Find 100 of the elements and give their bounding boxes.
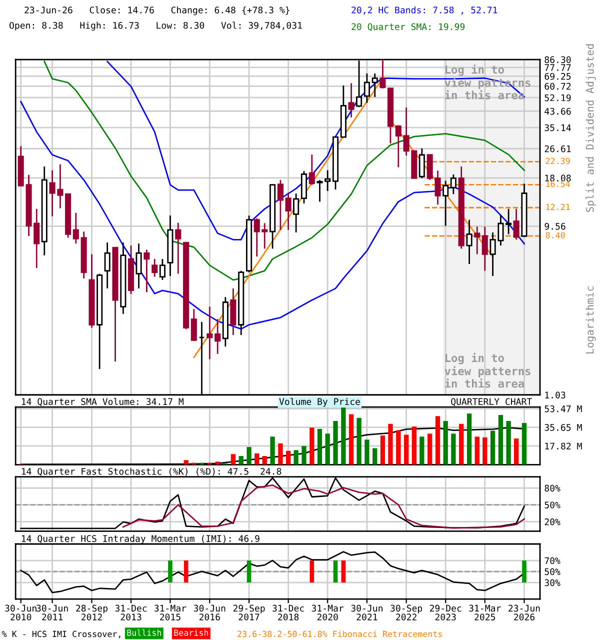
candlestick: [418, 148, 425, 179]
bar: [215, 462, 220, 465]
bar: [184, 460, 188, 465]
y-tick-label: 9.56: [544, 222, 566, 230]
y-tick-label: 80%: [544, 484, 560, 492]
line-series: [20, 551, 525, 594]
bar: [317, 428, 322, 465]
y-tick-label: 53.47 M: [544, 405, 582, 412]
candlestick: [450, 174, 456, 195]
bar: [396, 430, 401, 465]
chart-subtitle: Open: 8.38 High: 16.73 Low: 8.30 Vol: 39,784,031: [10, 22, 302, 31]
text: 23.6-38.2-50-61.8% Fibonacci Retracements: [238, 630, 442, 638]
bar: [372, 448, 378, 465]
candlestick: [214, 318, 221, 355]
x-tick-label: 31-Mar 2020: [312, 604, 344, 620]
bar: [522, 422, 527, 465]
candlestick: [513, 208, 520, 240]
candlestick: [206, 306, 213, 360]
candlestick: [372, 72, 378, 98]
candlestick: [285, 192, 292, 231]
bar: [443, 420, 448, 465]
y-tick-label: 69.25: [544, 72, 571, 80]
x-tick-label: 31-Dec 2013: [115, 604, 147, 620]
bar: [364, 440, 370, 465]
x-tick-label: 30-Jun 2010: [5, 604, 36, 620]
bar: [302, 446, 306, 465]
bar: [254, 453, 260, 465]
y-tick-label: 30%: [544, 579, 560, 586]
text: QUARTERLY CHART: [451, 398, 532, 406]
y-tick-label: 86.30: [544, 56, 571, 64]
bar: [466, 414, 472, 465]
bar: [341, 408, 346, 465]
text: Bullish: [127, 629, 161, 636]
bar: [514, 438, 519, 465]
candlestick: [395, 124, 402, 168]
chart-title: 14 Quarter HCS Intraday Momentum (IMI): 46.9: [22, 534, 260, 544]
ref-line-label: 16.54: [546, 180, 570, 188]
bar: [333, 420, 338, 465]
candlestick: [308, 154, 315, 186]
x-tick-label: 29-Dec 2023: [430, 604, 462, 620]
bar: [286, 450, 291, 465]
candlestick: [442, 180, 449, 227]
bar: [356, 418, 362, 465]
x-tick-label: 29-Sep 2017: [233, 604, 265, 620]
candlestick: [348, 82, 354, 118]
candlestick: [190, 308, 197, 342]
candlestick: [293, 192, 300, 234]
legend-title: % K - HCS IMI Crossover,: [2, 630, 120, 638]
bar: [420, 436, 424, 465]
bar: [451, 434, 456, 465]
candlestick: [152, 258, 158, 278]
line-series: [20, 100, 525, 330]
candlestick: [380, 60, 386, 90]
candlestick: [482, 226, 488, 272]
ref-line-label: 22.39: [546, 158, 570, 164]
x-tick-label: 30-Jun 2011: [36, 604, 68, 620]
bar: [380, 436, 386, 465]
candlestick: [136, 242, 142, 290]
text: Split and Dividend Adjusted: [586, 44, 596, 212]
bar: [482, 437, 488, 465]
bar: [506, 420, 511, 465]
x-tick-label: 31-Mar 2015: [154, 604, 186, 620]
bar: [310, 428, 314, 465]
candlestick: [72, 212, 79, 244]
bar: [435, 416, 440, 465]
candlestick: [175, 222, 182, 274]
candlestick: [159, 258, 166, 281]
y-tick-label: 50%: [544, 502, 560, 508]
bar: [270, 436, 275, 465]
x-tick-label: 28-Sep 2012: [76, 604, 108, 620]
bar: [294, 450, 298, 465]
candlestick: [104, 242, 110, 290]
candlestick: [466, 219, 472, 265]
bar: [246, 447, 252, 465]
bar: [498, 415, 504, 465]
candlestick: [506, 208, 512, 235]
text: Logarithmic: [586, 286, 596, 354]
bar: [238, 456, 244, 465]
x-tick-label: 30-Jun 2016: [194, 604, 226, 620]
x-tick-label: 23-Jun 2026: [508, 604, 540, 620]
bar: [490, 430, 496, 465]
bar: [459, 424, 464, 465]
bar: [474, 436, 480, 465]
x-tick-label: 31-Dec 2018: [272, 604, 304, 620]
y-tick-label: 35.14: [544, 124, 571, 132]
bar: [262, 456, 267, 465]
y-tick-label: 60.72: [544, 82, 571, 90]
y-tick-label: 18.08: [545, 174, 571, 182]
text: 20,2 HC Bands: 7.58 , 52.71: [352, 6, 498, 15]
text: 20 Quarter SMA: 19.99: [352, 23, 465, 32]
bar: [404, 434, 409, 465]
x-tick-label: 30-Sep 2022: [390, 604, 422, 620]
line-series: [122, 484, 525, 529]
y-tick-label: 77.77: [544, 64, 571, 71]
y-tick-label: 17.82 M: [545, 442, 582, 450]
text: Bearish: [174, 629, 208, 636]
ref-line-label: 12.21: [546, 204, 570, 210]
candlestick: [474, 226, 480, 255]
candlestick: [364, 72, 370, 104]
candlestick: [144, 249, 150, 293]
